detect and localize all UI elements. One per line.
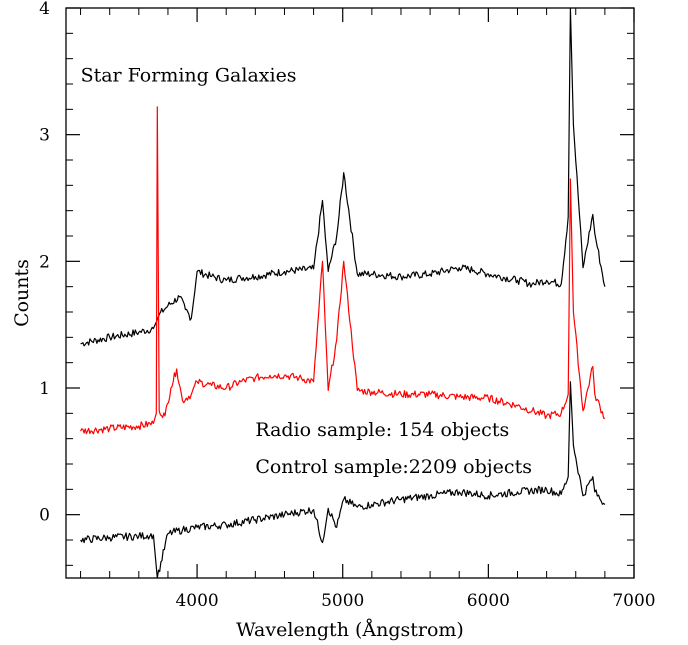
x-axis-label: Wavelength (Ångstrom) (236, 619, 464, 641)
series-line-3 (80, 381, 606, 579)
y-tick-label: 1 (39, 379, 50, 399)
annotation-text-1: Star Forming Galaxies (81, 64, 297, 86)
annotation-text-3: Control sample:2209 objects (255, 456, 532, 478)
plot-frame (65, 7, 635, 579)
x-tick-label: 4000 (175, 591, 218, 611)
x-tick-label: 5000 (321, 591, 364, 611)
x-tick-label: 7000 (612, 591, 655, 611)
series-line-1 (80, 7, 606, 347)
series-line-2 (80, 106, 606, 435)
y-tick-label: 2 (39, 252, 50, 272)
y-tick-label: 0 (39, 506, 50, 526)
y-tick-label: 4 (39, 0, 50, 19)
annotation-text-2: Radio sample: 154 objects (255, 419, 509, 441)
y-axis-label: Counts (11, 259, 33, 327)
x-tick-label: 6000 (467, 591, 510, 611)
y-tick-label: 3 (39, 126, 50, 146)
